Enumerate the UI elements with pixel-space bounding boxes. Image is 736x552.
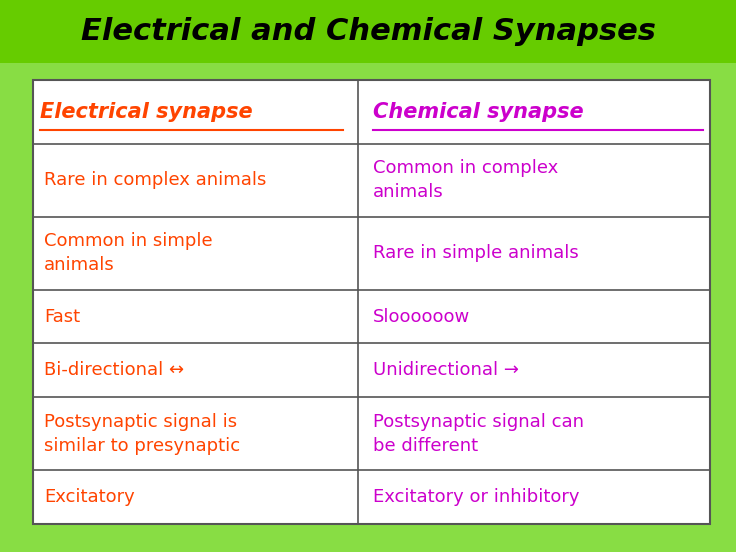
Text: Excitatory: Excitatory: [44, 489, 135, 506]
Text: Fast: Fast: [44, 307, 80, 326]
FancyBboxPatch shape: [33, 80, 710, 524]
Text: Electrical and Chemical Synapses: Electrical and Chemical Synapses: [80, 17, 656, 46]
Text: Common in simple
animals: Common in simple animals: [44, 232, 213, 274]
Text: Rare in complex animals: Rare in complex animals: [44, 171, 266, 189]
Text: Electrical synapse: Electrical synapse: [40, 102, 253, 122]
Text: Bi-directional ↔: Bi-directional ↔: [44, 362, 184, 379]
Text: Common in complex
animals: Common in complex animals: [373, 159, 558, 201]
Text: Chemical synapse: Chemical synapse: [373, 102, 584, 122]
Text: Sloooooow: Sloooooow: [373, 307, 470, 326]
Text: Postsynaptic signal can
be different: Postsynaptic signal can be different: [373, 413, 584, 455]
FancyBboxPatch shape: [0, 0, 736, 63]
Text: Unidirectional →: Unidirectional →: [373, 362, 519, 379]
Text: Rare in simple animals: Rare in simple animals: [373, 244, 578, 262]
Text: Postsynaptic signal is
similar to presynaptic: Postsynaptic signal is similar to presyn…: [44, 413, 240, 455]
Text: Excitatory or inhibitory: Excitatory or inhibitory: [373, 489, 579, 506]
